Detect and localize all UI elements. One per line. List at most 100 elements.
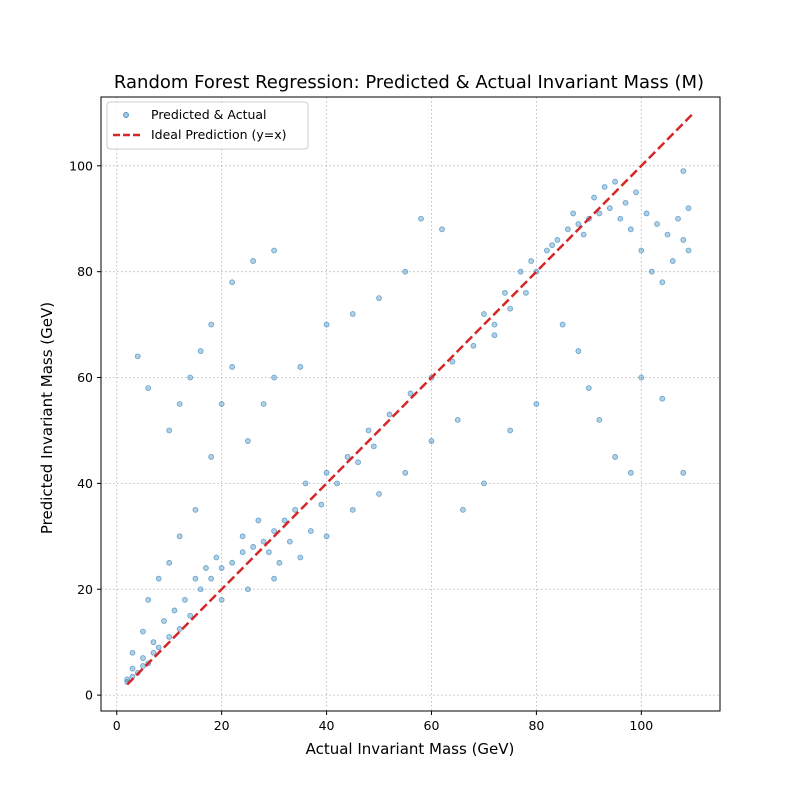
data-point xyxy=(685,205,692,212)
ideal-line-layer xyxy=(126,111,695,686)
data-point xyxy=(612,454,618,460)
data-point xyxy=(271,374,278,381)
data-point xyxy=(302,480,309,487)
data-point xyxy=(612,178,618,185)
data-point xyxy=(281,517,288,524)
data-point xyxy=(606,205,613,212)
data-point xyxy=(507,427,514,434)
data-point xyxy=(145,385,152,392)
data-point xyxy=(271,575,278,582)
data-point xyxy=(528,258,535,264)
data-point xyxy=(334,480,340,487)
data-point xyxy=(386,411,393,418)
x-tick-label: 20 xyxy=(214,718,230,733)
data-point xyxy=(166,427,173,434)
data-point xyxy=(140,655,146,661)
data-point xyxy=(491,321,498,328)
x-tick-label: 60 xyxy=(424,718,440,733)
data-point xyxy=(575,348,582,354)
data-point xyxy=(575,221,582,227)
data-point xyxy=(449,358,456,365)
data-point xyxy=(218,565,225,571)
ideal-prediction-line xyxy=(126,111,695,686)
data-point xyxy=(145,596,152,603)
data-point xyxy=(176,626,183,632)
data-point xyxy=(627,469,634,476)
data-point xyxy=(654,221,660,227)
data-point xyxy=(407,390,414,397)
data-point xyxy=(543,247,550,254)
data-point xyxy=(244,586,251,593)
data-point xyxy=(680,469,687,476)
data-point xyxy=(685,247,692,254)
y-axis-label: Predicted Invariant Mass (GeV) xyxy=(38,302,56,534)
data-point xyxy=(134,353,141,360)
data-point xyxy=(208,575,215,582)
data-point xyxy=(564,226,571,233)
data-point xyxy=(250,258,257,264)
data-point xyxy=(244,438,251,444)
data-point xyxy=(218,596,225,603)
data-point xyxy=(323,321,330,328)
data-point xyxy=(187,374,194,381)
data-point xyxy=(659,279,666,286)
data-point xyxy=(659,395,666,402)
data-point xyxy=(129,649,136,656)
data-point xyxy=(402,469,409,476)
data-point xyxy=(355,459,361,466)
data-point xyxy=(292,506,298,513)
data-point xyxy=(318,501,325,508)
data-point xyxy=(203,565,209,571)
data-point xyxy=(276,559,283,566)
data-point xyxy=(187,612,194,619)
data-point xyxy=(507,305,514,312)
legend-marker-scatter xyxy=(123,112,129,118)
grid xyxy=(101,97,720,711)
data-point xyxy=(124,676,131,683)
data-point xyxy=(155,644,162,651)
data-point xyxy=(166,633,173,640)
data-point xyxy=(580,231,587,238)
data-point xyxy=(307,528,314,534)
data-point xyxy=(255,517,262,524)
data-point xyxy=(265,549,272,556)
data-point xyxy=(192,506,199,513)
data-point xyxy=(155,575,162,582)
data-point xyxy=(638,247,645,254)
axis-ticks: 0 20 40 60 80 100 0 20 40 60 80 100 xyxy=(69,158,653,733)
data-point xyxy=(439,226,445,233)
data-point xyxy=(669,258,676,264)
data-point xyxy=(297,554,304,561)
data-point xyxy=(323,469,330,476)
chart-title: Random Forest Regression: Predicted & Ac… xyxy=(114,72,704,93)
data-point xyxy=(418,215,424,222)
data-point xyxy=(229,364,236,370)
data-point xyxy=(680,237,687,243)
data-points xyxy=(124,168,692,685)
data-point xyxy=(197,586,204,593)
x-tick-label: 80 xyxy=(528,718,544,733)
data-point xyxy=(585,385,592,392)
data-point xyxy=(470,342,477,349)
data-point xyxy=(376,491,382,497)
data-point xyxy=(460,506,466,513)
data-point xyxy=(370,443,377,450)
data-point xyxy=(596,416,603,423)
data-point xyxy=(349,311,356,317)
data-point xyxy=(622,199,629,206)
legend-box xyxy=(106,101,309,150)
legend-label-scatter: Predicted & Actual xyxy=(151,107,267,122)
y-tick-label: 60 xyxy=(77,370,93,385)
data-point xyxy=(601,184,608,190)
data-point xyxy=(208,454,215,460)
data-point xyxy=(596,210,603,217)
data-point xyxy=(402,268,409,275)
data-point xyxy=(176,401,183,407)
data-point xyxy=(523,289,529,296)
data-point xyxy=(260,538,267,545)
data-point xyxy=(192,575,199,582)
x-tick-label: 40 xyxy=(319,718,335,733)
data-point xyxy=(150,649,157,656)
data-point xyxy=(182,596,188,603)
data-point xyxy=(250,544,257,550)
